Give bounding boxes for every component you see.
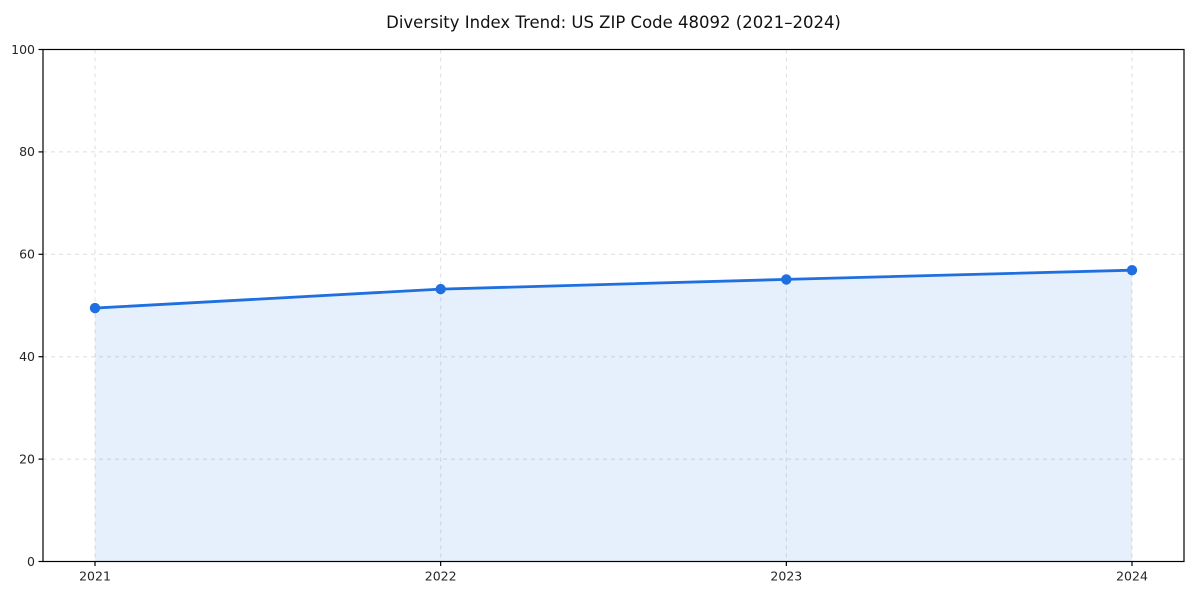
y-tick-label: 20	[19, 451, 35, 466]
data-point	[435, 283, 446, 295]
y-tick-label: 0	[27, 554, 35, 569]
x-tick-label: 2023	[770, 569, 802, 584]
data-point	[781, 274, 792, 285]
x-tick-label: 2022	[425, 569, 457, 584]
y-tick-label: 100	[11, 42, 35, 57]
plot-border	[42, 48, 1185, 563]
chart-title: Diversity Index Trend: US ZIP Code 48092…	[386, 13, 841, 32]
data-point	[1126, 264, 1138, 276]
data-point	[89, 302, 101, 314]
y-tick-label: 60	[19, 247, 35, 262]
area-fill	[95, 270, 1132, 562]
x-tick-label: 2021	[79, 569, 111, 584]
x-tick-label: 2024	[1116, 569, 1148, 584]
y-tick-label: 40	[19, 349, 35, 364]
trend-line	[93, 268, 1134, 310]
y-tick-label: 80	[19, 144, 35, 159]
